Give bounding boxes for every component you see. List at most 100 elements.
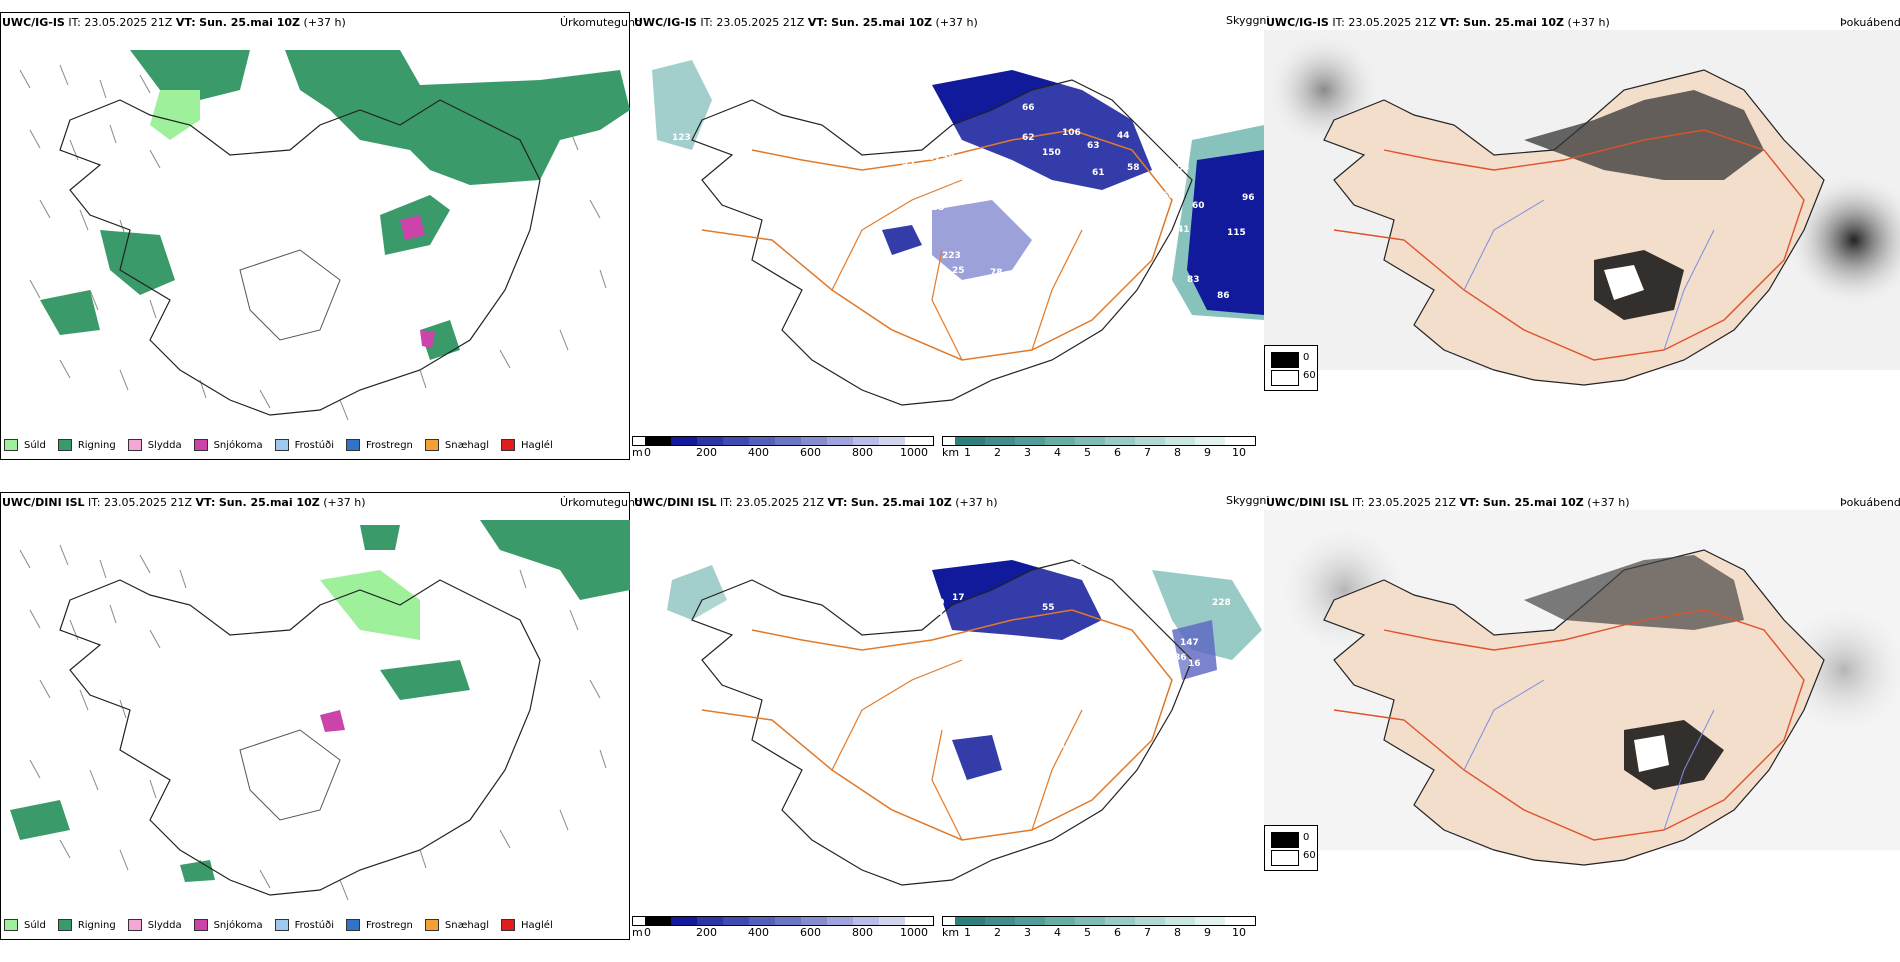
cloud-deep-area xyxy=(932,560,1102,640)
cloud-label: 61 xyxy=(1092,168,1105,178)
fog-legend: 0 60 xyxy=(1264,345,1318,391)
model-name: UWC/DINI ISL xyxy=(1266,496,1349,509)
model-name: UWC/IG-IS xyxy=(2,16,65,29)
drizzle-area xyxy=(150,90,200,140)
cloud-label: 35 xyxy=(932,203,945,213)
cloud-label: 70 xyxy=(1040,640,1053,650)
row-dini-isl: UWC/DINI ISL IT: 23.05.2025 21Z VT: Sun.… xyxy=(0,492,1900,962)
row-ig-is: UWC/IG-IS IT: 23.05.2025 21Z VT: Sun. 25… xyxy=(0,12,1900,482)
cloud-label: 83 xyxy=(1187,275,1200,285)
cloud-deep-area xyxy=(952,735,1002,780)
fog-map xyxy=(1264,30,1900,386)
road-network xyxy=(701,129,1173,361)
cloud-label: 112 xyxy=(896,256,915,266)
panel-title: UWC/DINI ISL IT: 23.05.2025 21Z VT: Sun.… xyxy=(2,496,365,509)
vt-label: VT: xyxy=(807,16,828,29)
fog-legend-swatch-high xyxy=(1271,850,1299,866)
legend-item-snow-pellets: Snæhagl xyxy=(424,439,489,451)
cloud-label: 232 xyxy=(1087,721,1106,731)
cloud-label: 50 xyxy=(1152,213,1165,223)
fog-legend-swatch-low xyxy=(1271,352,1299,368)
panel-title: UWC/DINI ISL IT: 23.05.2025 21Z VT: Sun.… xyxy=(1266,496,1629,509)
rain-area xyxy=(40,290,100,335)
it-value: 23.05.2025 21Z xyxy=(1348,16,1437,29)
vt-label: VT: xyxy=(827,496,848,509)
cloud-label: 123 xyxy=(672,133,691,143)
glacier-outline xyxy=(239,729,341,821)
vt-label: VT: xyxy=(1459,496,1480,509)
cloud-label: 50 xyxy=(1042,183,1055,193)
it-label: IT: xyxy=(700,16,713,29)
param-title: Skyggni xyxy=(1226,494,1270,507)
cloud-label: 305 xyxy=(1017,721,1036,731)
vt-value: Sun. 25.mai 10Z xyxy=(1463,16,1565,29)
rain-area xyxy=(480,520,630,600)
it-value: 23.05.2025 21Z xyxy=(736,496,825,509)
it-label: IT: xyxy=(1332,16,1345,29)
precip-type-panel: UWC/DINI ISL IT: 23.05.2025 21Z VT: Sun.… xyxy=(0,492,642,942)
cloud-label: 150 xyxy=(1042,148,1061,158)
snow-area xyxy=(400,215,425,240)
cloud-value-labels: 123 60 35 107 58 12 35 19 66 62 106 63 4… xyxy=(672,103,1255,301)
legend-item-snow-pellets: Snæhagl xyxy=(424,919,489,931)
panel-title: UWC/IG-IS IT: 23.05.2025 21Z VT: Sun. 25… xyxy=(634,16,978,29)
low-vis-area xyxy=(1152,570,1262,660)
vt-label: VT: xyxy=(1439,16,1460,29)
lead-time: (+37 h) xyxy=(1567,16,1610,29)
cloud-label: 58 xyxy=(1127,163,1140,173)
rain-area xyxy=(180,860,215,882)
panel-title: UWC/DINI ISL IT: 23.05.2025 21Z VT: Sun.… xyxy=(634,496,997,509)
precip-legend: Súld Rigning Slydda Snjókoma Frostúði Fr… xyxy=(4,436,553,454)
visibility-panel: UWC/IG-IS IT: 23.05.2025 21Z VT: Sun. 25… xyxy=(632,14,1270,459)
cloud-label: 112 xyxy=(1052,673,1071,683)
legend-item-drizzle: Súld xyxy=(4,439,46,451)
cloud-label: 134 xyxy=(1110,721,1129,731)
fog-legend-low-label: 0 xyxy=(1303,832,1310,843)
iceland-outline xyxy=(691,79,1193,406)
cloud-label: 66 xyxy=(1022,103,1035,113)
fog-indicator-panel: UWC/DINI ISL IT: 23.05.2025 21Z VT: Sun.… xyxy=(1264,492,1900,942)
cloud-label: 60 xyxy=(902,118,915,128)
panel-title: UWC/IG-IS IT: 23.05.2025 21Z VT: Sun. 25… xyxy=(1266,16,1610,29)
rain-area xyxy=(380,660,470,700)
rain-area xyxy=(420,320,460,360)
visibility-map: 123 60 35 107 58 12 35 19 66 62 106 63 4… xyxy=(652,60,1264,406)
cloud-label: 107 xyxy=(922,153,941,163)
visibility-colorbar xyxy=(942,436,1256,446)
cloud-label: 159 xyxy=(1037,263,1056,273)
cloud-deep-area xyxy=(882,225,922,255)
visibility-panel: UWC/DINI ISL IT: 23.05.2025 21Z VT: Sun.… xyxy=(632,494,1270,939)
cloud-label: 53 xyxy=(1177,163,1190,173)
iceland-outline xyxy=(59,579,541,896)
cloud-label: 25 xyxy=(952,266,965,276)
river-network xyxy=(1463,679,1715,831)
visibility-map: 11 89 17 77 55 70 66 228 112 70 124 147 … xyxy=(667,558,1262,886)
vt-value: Sun. 25.mai 10Z xyxy=(850,496,952,509)
cloud-label: 11 xyxy=(780,558,793,568)
low-vis-area xyxy=(667,565,727,620)
visibility-colorbar xyxy=(942,916,1256,926)
cloud-label: 66 xyxy=(1162,191,1175,201)
cloud-label: 228 xyxy=(1212,598,1231,608)
road-network xyxy=(1333,609,1805,841)
cloud-label: 71 xyxy=(1092,208,1105,218)
fog-legend-swatch-low xyxy=(1271,832,1299,848)
snow-area xyxy=(420,330,435,348)
fog-legend-low-label: 0 xyxy=(1303,352,1310,363)
vt-label: VT: xyxy=(175,16,196,29)
vt-value: Sun. 25.mai 10Z xyxy=(199,16,301,29)
cloud-label: 115 xyxy=(1227,228,1246,238)
fog-legend-high-label: 60 xyxy=(1303,370,1316,381)
iceland-outline xyxy=(59,99,541,416)
model-name: UWC/DINI ISL xyxy=(2,496,85,509)
cloud-deep-area xyxy=(932,70,1152,190)
rain-area xyxy=(100,230,175,295)
cloud-deep-area xyxy=(1187,150,1264,315)
lead-time: (+37 h) xyxy=(323,496,366,509)
legend-item-snow: Snjókoma xyxy=(193,439,263,451)
it-value: 23.05.2025 21Z xyxy=(716,16,805,29)
precip-map xyxy=(19,50,630,421)
it-label: IT: xyxy=(720,496,733,509)
cloud-label: 11 xyxy=(1110,278,1123,288)
cloud-label: 12 xyxy=(952,183,965,193)
